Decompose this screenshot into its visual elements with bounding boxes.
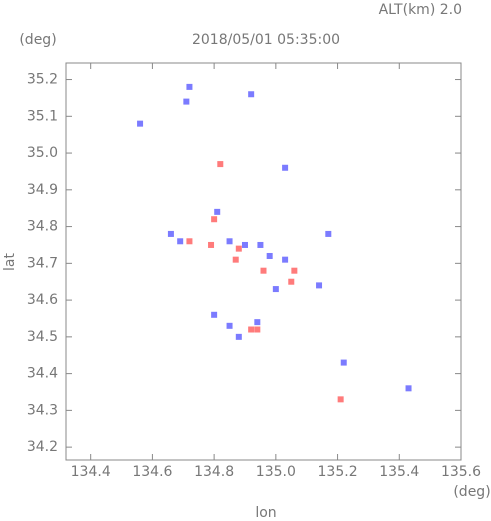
subtitle: ALT(km) 2.0 (379, 2, 462, 18)
point (211, 216, 218, 223)
point (248, 91, 255, 98)
y-tick-label: 34.2 (27, 439, 58, 455)
point (217, 161, 224, 168)
x-tick-label: 134.4 (71, 464, 111, 480)
point (266, 252, 273, 259)
x-tick-label: 135.6 (441, 464, 481, 480)
point (235, 333, 242, 340)
point (208, 241, 215, 248)
y-tick-label: 35.2 (27, 72, 58, 88)
point (167, 230, 174, 237)
chart-title: 2018/05/01 05:35:00 (192, 32, 340, 48)
point (241, 241, 248, 248)
y-label: lat (2, 253, 18, 271)
point (186, 83, 193, 90)
y-tick-label: 34.5 (27, 329, 58, 345)
y-tick-label: 34.4 (27, 366, 58, 382)
point (272, 286, 279, 293)
y-tick-label: 34.9 (27, 182, 58, 198)
point (340, 359, 347, 366)
point (282, 164, 289, 171)
y-tick-label: 35.1 (27, 108, 58, 124)
point (226, 322, 233, 329)
x-tick-label: 134.8 (194, 464, 234, 480)
point (316, 282, 323, 289)
point (291, 267, 298, 274)
y-tick-label: 34.7 (27, 255, 58, 271)
x-tick-label: 135.2 (318, 464, 358, 480)
point (226, 238, 233, 245)
x-unit: (deg) (453, 484, 490, 500)
point (405, 385, 412, 392)
x-tick-label: 135.4 (379, 464, 419, 480)
point (137, 120, 144, 127)
point (186, 238, 193, 245)
y-tick-label: 35.0 (27, 145, 58, 161)
point (214, 208, 221, 215)
point (211, 311, 218, 318)
x-tick-label: 135.0 (256, 464, 296, 480)
point (257, 241, 264, 248)
point (282, 256, 289, 263)
point (235, 245, 242, 252)
x-tick-label: 134.6 (132, 464, 172, 480)
y-unit: (deg) (19, 32, 56, 48)
point (254, 326, 261, 333)
y-tick-label: 34.6 (27, 292, 58, 308)
point (232, 256, 239, 263)
point (260, 267, 267, 274)
y-tick-label: 34.3 (27, 402, 58, 418)
point (325, 230, 332, 237)
point (337, 396, 344, 403)
point (254, 319, 261, 326)
point (183, 98, 190, 105)
point (248, 326, 255, 333)
x-label: lon (255, 505, 276, 521)
point (288, 278, 295, 285)
y-tick-label: 34.8 (27, 219, 58, 235)
plot-frame (65, 62, 462, 461)
point (177, 238, 184, 245)
